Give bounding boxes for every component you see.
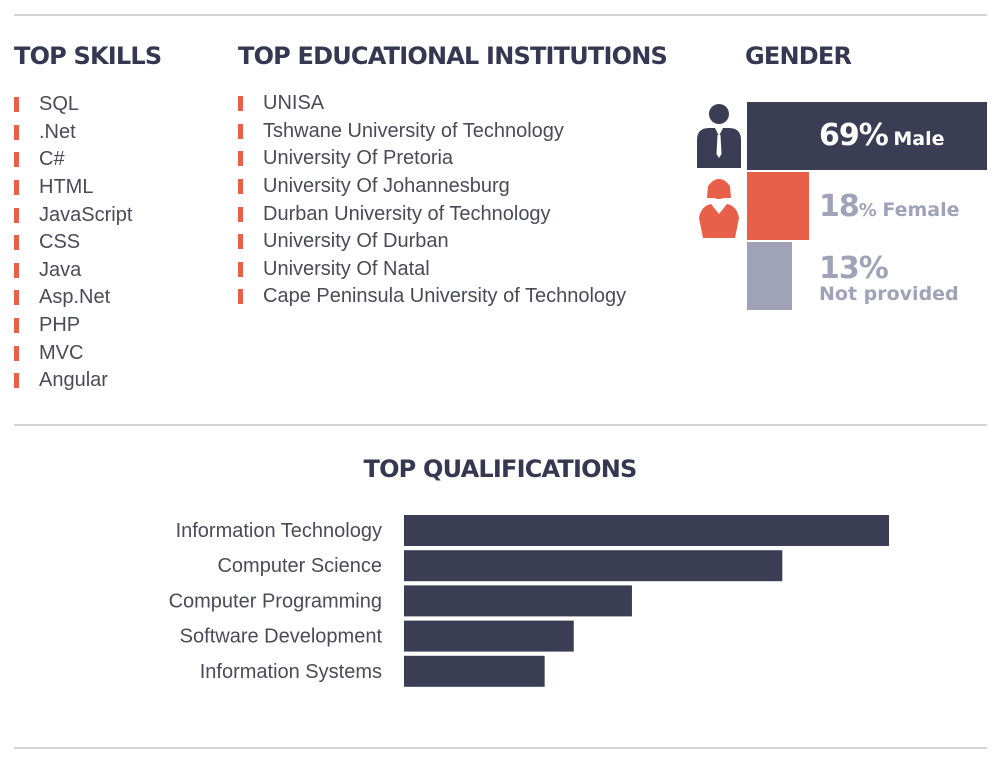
skill-item-label: Angular xyxy=(39,369,108,392)
institution-item: University Of Johannesburg xyxy=(238,173,626,201)
male-bar xyxy=(747,102,987,170)
skill-item: JavaScript xyxy=(14,201,132,229)
qualifications-title: TOP QUALIFICATIONS xyxy=(363,455,638,483)
skill-item-label: HTML xyxy=(39,176,94,199)
skills-list: SQL .Net C# HTML JavaScript CSS Java Asp.Net PHP… xyxy=(14,91,132,395)
bullet-marker xyxy=(238,96,243,112)
qualifications-chart: Information Technology Computer Science Co… xyxy=(169,515,889,687)
institution-item: University Of Durban xyxy=(238,228,626,256)
qualification-bar xyxy=(404,620,574,652)
institution-item: University Of Natal xyxy=(238,256,626,284)
female-name: Female xyxy=(882,199,960,221)
skill-item: Asp.Net xyxy=(14,284,132,312)
bullet-marker xyxy=(14,124,19,140)
skill-item-label: Asp.Net xyxy=(39,286,111,309)
institution-item: UNISA xyxy=(238,90,626,118)
bullet-marker xyxy=(238,289,243,305)
bullet-marker xyxy=(14,180,19,196)
male-person-icon xyxy=(697,104,741,168)
skill-item-label: SQL xyxy=(39,93,80,116)
skill-item: PHP xyxy=(14,312,132,340)
not-provided-label: 13% Not provided xyxy=(819,253,959,304)
bullet-marker xyxy=(14,373,19,389)
qualification-label: Information Technology xyxy=(176,520,382,542)
institution-item: Tshwane University of Technology xyxy=(238,118,626,146)
qualification-label: Computer Science xyxy=(217,555,382,577)
institution-item-label: University Of Pretoria xyxy=(263,147,454,170)
bullet-marker xyxy=(238,261,243,277)
female-percent-sign: % xyxy=(858,200,877,221)
qualification-bar xyxy=(404,655,545,687)
skill-item: SQL xyxy=(14,91,132,119)
bullet-marker xyxy=(238,123,243,139)
skill-item-label: MVC xyxy=(39,341,84,364)
bullet-marker xyxy=(238,179,243,195)
qualification-bar xyxy=(404,550,783,582)
qualification-label: Software Development xyxy=(180,626,383,648)
not-provided-percent: 13% xyxy=(819,251,889,286)
institution-item: University Of Pretoria xyxy=(238,145,626,173)
skill-item: MVC xyxy=(14,339,132,367)
bullet-marker xyxy=(14,290,19,306)
institution-item-label: Durban University of Technology xyxy=(263,202,551,225)
bullet-marker xyxy=(14,207,19,223)
bullet-marker xyxy=(14,345,19,361)
skill-item: CSS xyxy=(14,229,132,257)
male-percent: 69% xyxy=(819,118,889,153)
qualification-bar xyxy=(404,515,889,546)
gender-title: GENDER xyxy=(745,42,852,70)
skill-item-label: C# xyxy=(39,148,65,171)
male-name: Male xyxy=(893,128,945,150)
skill-item: C# xyxy=(14,146,132,174)
skill-item-label: .Net xyxy=(39,120,76,143)
middle-divider xyxy=(14,424,987,426)
institution-item-label: Cape Peninsula University of Technology xyxy=(263,285,627,308)
skill-item: Java xyxy=(14,257,132,285)
qualification-label: Information Systems xyxy=(200,661,382,683)
bullet-marker xyxy=(238,206,243,222)
skill-item: Angular xyxy=(14,367,132,395)
bullet-marker xyxy=(14,235,19,251)
skill-item-label: CSS xyxy=(39,231,81,254)
institutions-list: UNISA Tshwane University of Technology Uni… xyxy=(238,90,626,311)
institution-item: Durban University of Technology xyxy=(238,200,626,228)
skill-item: HTML xyxy=(14,174,132,202)
skill-item-label: JavaScript xyxy=(39,203,133,226)
top-divider xyxy=(14,14,987,16)
skill-item-label: Java xyxy=(39,258,82,281)
not-provided-bar xyxy=(747,242,792,310)
female-percent: 18 xyxy=(819,189,860,224)
bullet-marker xyxy=(238,151,243,167)
skill-item-label: PHP xyxy=(39,314,81,337)
bullet-marker xyxy=(14,97,19,113)
institution-item-label: Tshwane University of Technology xyxy=(263,119,564,142)
institution-item-label: University Of Durban xyxy=(263,230,449,253)
institution-item: Cape Peninsula University of Technology xyxy=(238,283,626,311)
bullet-marker xyxy=(14,262,19,278)
bottom-divider xyxy=(14,747,987,749)
female-bar xyxy=(747,172,809,240)
bullet-marker xyxy=(14,152,19,168)
institutions-title: TOP EDUCATIONAL INSTITUTIONS xyxy=(238,42,668,70)
qualification-label: Computer Programming xyxy=(169,590,382,612)
male-label: 69% Male xyxy=(819,118,945,153)
skill-item: .Net xyxy=(14,119,132,147)
female-label: 18% Female xyxy=(819,189,960,224)
skills-title: TOP SKILLS xyxy=(14,42,162,70)
not-provided-name: Not provided xyxy=(819,282,959,305)
bullet-marker xyxy=(238,234,243,250)
institution-item-label: UNISA xyxy=(263,92,325,115)
institution-item-label: University Of Johannesburg xyxy=(263,175,510,198)
qualification-bar xyxy=(404,585,632,617)
bullet-marker xyxy=(14,318,19,334)
institution-item-label: University Of Natal xyxy=(263,257,430,280)
female-person-icon xyxy=(699,179,739,238)
